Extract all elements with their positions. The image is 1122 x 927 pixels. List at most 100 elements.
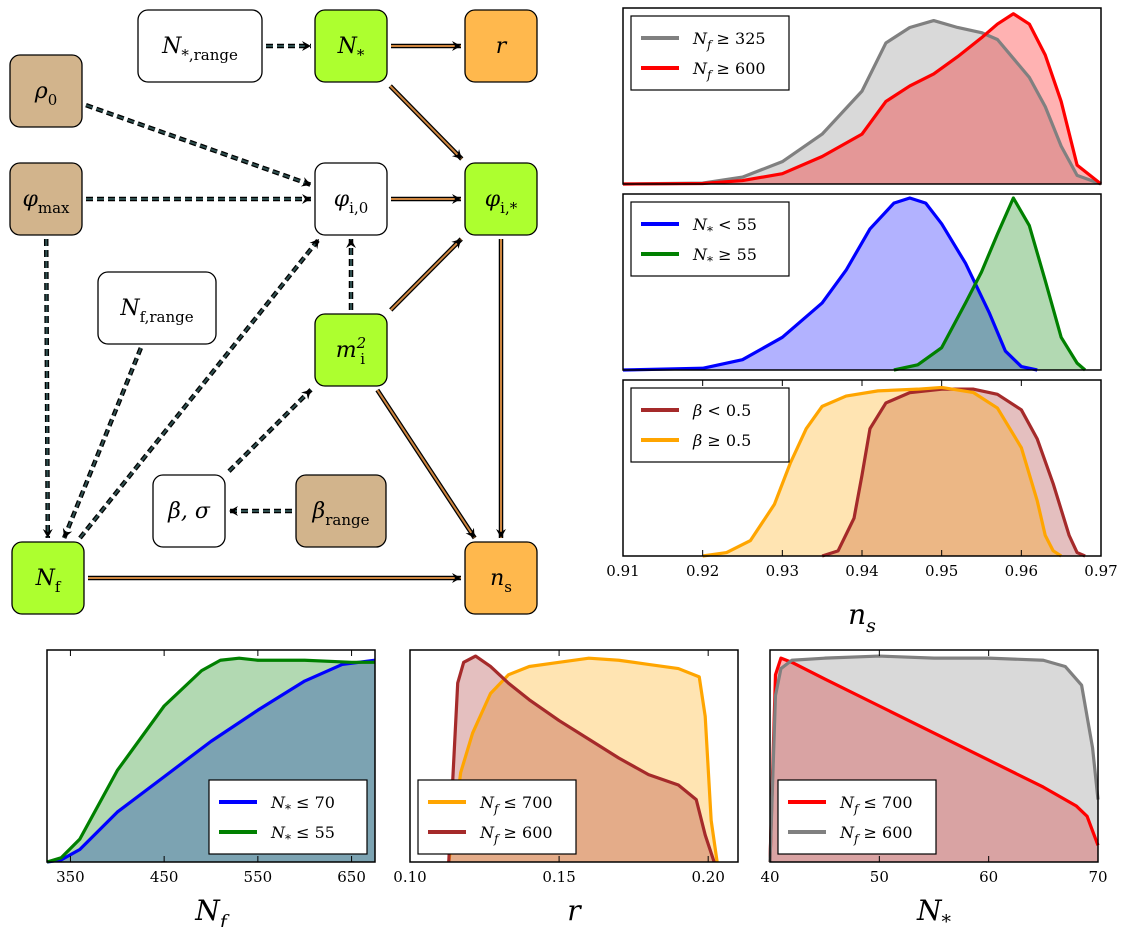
series-line-ns_nstar-1 [893,196,1087,372]
diagram-nodes: N*,range N* r ρ0 φmax φi,0 φi,* Nf,range m2 i β, σ… [9,9,538,615]
legend-label-nf_dist-1: N* ≤ 55 [270,823,335,846]
series-line-nf_dist-0 [46,658,376,864]
chart-ns_nstar: N* < 55 N* ≥ 55 [622,193,1102,372]
node-label-phi_istar: φi,* [485,187,518,217]
edge-nf-to-phi_i0 [78,237,321,540]
node-label-phi_i0: φi,0 [334,187,369,217]
legend-nf_dist: N* ≤ 70 N* ≤ 55 [208,779,368,855]
node-label-mi2: m2 i [336,334,366,368]
diagram-edges [42,41,506,583]
node-label-nf: Nf [35,566,62,596]
edge-mi2-to-phi_istar [389,237,463,312]
node-rho0: ρ0 [9,54,83,128]
legend-ns_beta: β < 0.5 β ≥ 0.5 [630,387,790,463]
edge-rho0-to-phi_i0 [85,103,312,187]
legend-label-ns_beta-0: β < 0.5 [692,401,751,420]
x-tick-label-ns_beta-0: 0.91 [606,562,639,580]
legend-label-nstar_dist-1: Nf ≥ 600 [839,823,913,846]
x-tick-label-nstar_dist-2: 60 [979,868,998,886]
node-n_star_range: N*,range [137,9,263,83]
edge-mi2-to-ns [375,388,477,540]
x-tick-label-ns_beta-4: 0.95 [925,562,958,580]
legend-ns_nf: Nf ≥ 325 Nf ≥ 600 [630,15,790,91]
legend-label-ns_nf-1: Nf ≥ 600 [692,59,766,82]
x-tick-label-r_dist-1: 0.15 [542,868,575,886]
x-tick-label-nf_dist-3: 650 [337,868,366,886]
series-area-ns_nf-0 [623,20,1101,184]
x-axis-label-ns_beta: ns [848,598,876,637]
edge-nf_range-to-nf [62,347,143,539]
node-label-nf_range: Nf,range [119,296,193,326]
chart-ns_nf: Nf ≥ 325 Nf ≥ 600 [622,7,1102,186]
chart-frame-r_dist [409,649,739,863]
node-label-rho0: ρ0 [34,79,57,109]
legend-label-r_dist-1: Nf ≥ 600 [479,823,553,846]
edge-n_star-to-phi_istar [388,84,464,161]
x-tick-label-nf_dist-0: 350 [56,868,85,886]
x-tick-label-nf_dist-1: 450 [150,868,179,886]
x-tick-label-ns_beta-1: 0.92 [686,562,719,580]
x-tick-label-r_dist-2: 0.20 [691,868,724,886]
legend-label-r_dist-0: Nf ≤ 700 [479,793,553,816]
legend-label-ns_nf-0: Nf ≥ 325 [692,29,766,52]
x-axis-label-nstar_dist: N* [916,894,952,927]
node-ns: ns [464,541,538,615]
series-line-ns_beta-1 [702,385,1063,558]
x-axis-label-r_dist: r [567,894,582,927]
series-area-ns_nstar-1 [893,198,1086,370]
legend-label-ns_nstar-1: N* ≥ 55 [692,245,757,268]
legend-label-nf_dist-0: N* ≤ 70 [270,793,335,816]
series-line-ns_nf-0 [622,19,1102,186]
chart-nf_dist: 350 450 550 650 Nf N* ≤ 70 N* ≤ 55 [46,649,376,927]
x-tick-label-ns_beta-2: 0.93 [766,562,799,580]
node-label-n_star: N* [337,34,365,64]
node-phi_i0: φi,0 [314,162,388,236]
x-tick-label-ns_beta-5: 0.96 [1005,562,1038,580]
chart-ns_beta: 0.91 0.92 0.93 0.94 0.95 0.96 0.97 ns β < 0.5 β ≥… [606,379,1118,637]
series-line-nf_dist-1 [46,656,375,864]
chart-frame-nf_dist [46,649,376,863]
x-tick-label-nf_dist-2: 550 [244,868,273,886]
node-label-ns: ns [490,566,512,596]
node-nf_range: Nf,range [97,271,217,345]
series-line-nstar_dist-1 [768,654,1100,863]
chart-r_dist: 0.10 0.15 0.20 r Nf ≤ 700 Nf ≥ 600 [393,649,739,927]
node-label-beta_sigma: β, σ [167,499,211,524]
node-phimax: φmax [9,162,83,236]
series-area-ns_nf-1 [623,13,1101,184]
node-mi2: m2 i [314,313,388,387]
node-beta_sigma: β, σ [152,474,226,548]
legend-label-ns_nstar-0: N* < 55 [692,215,757,238]
x-tick-label-ns_beta-6: 0.97 [1084,562,1117,580]
x-tick-label-nstar_dist-0: 40 [760,868,779,886]
legend-label-nstar_dist-0: Nf ≤ 700 [839,793,913,816]
legend-r_dist: Nf ≤ 700 Nf ≥ 600 [417,779,577,855]
node-label-r: r [496,34,508,59]
chart-frame-nstar_dist [769,649,1099,863]
x-tick-label-nstar_dist-3: 70 [1088,868,1107,886]
series-line-r_dist-0 [447,656,719,863]
x-tick-label-ns_beta-3: 0.94 [845,562,878,580]
node-phi_istar: φi,* [464,162,538,236]
series-line-nstar_dist-0 [768,656,1100,863]
series-area-ns_beta-1 [702,387,1062,556]
series-line-ns_nf-1 [622,12,1102,186]
chart-nstar_dist: 40 50 60 70 N* Nf ≤ 700 Nf ≥ 600 [760,649,1108,927]
chart-frame-ns_nstar [622,193,1102,371]
series-area-ns_beta-0 [822,389,1086,556]
node-label-phimax: φmax [22,187,70,217]
node-label-beta_range: βrange [312,499,370,529]
edge-beta_sigma-to-mi2 [227,388,313,473]
series-line-r_dist-1 [447,654,716,863]
series-line-ns_nstar-0 [622,196,1038,372]
edge-phimax-to-nf [42,238,53,539]
node-beta_range: βrange [295,474,387,548]
node-nf: Nf [11,541,85,615]
legend-ns_nstar: N* < 55 N* ≥ 55 [630,201,790,277]
node-r: r [464,9,538,83]
x-axis-label-nf_dist: Nf [194,894,230,927]
node-label-n_star_range: N*,range [161,34,238,64]
legend-nstar_dist: Nf ≤ 700 Nf ≥ 600 [777,779,937,855]
